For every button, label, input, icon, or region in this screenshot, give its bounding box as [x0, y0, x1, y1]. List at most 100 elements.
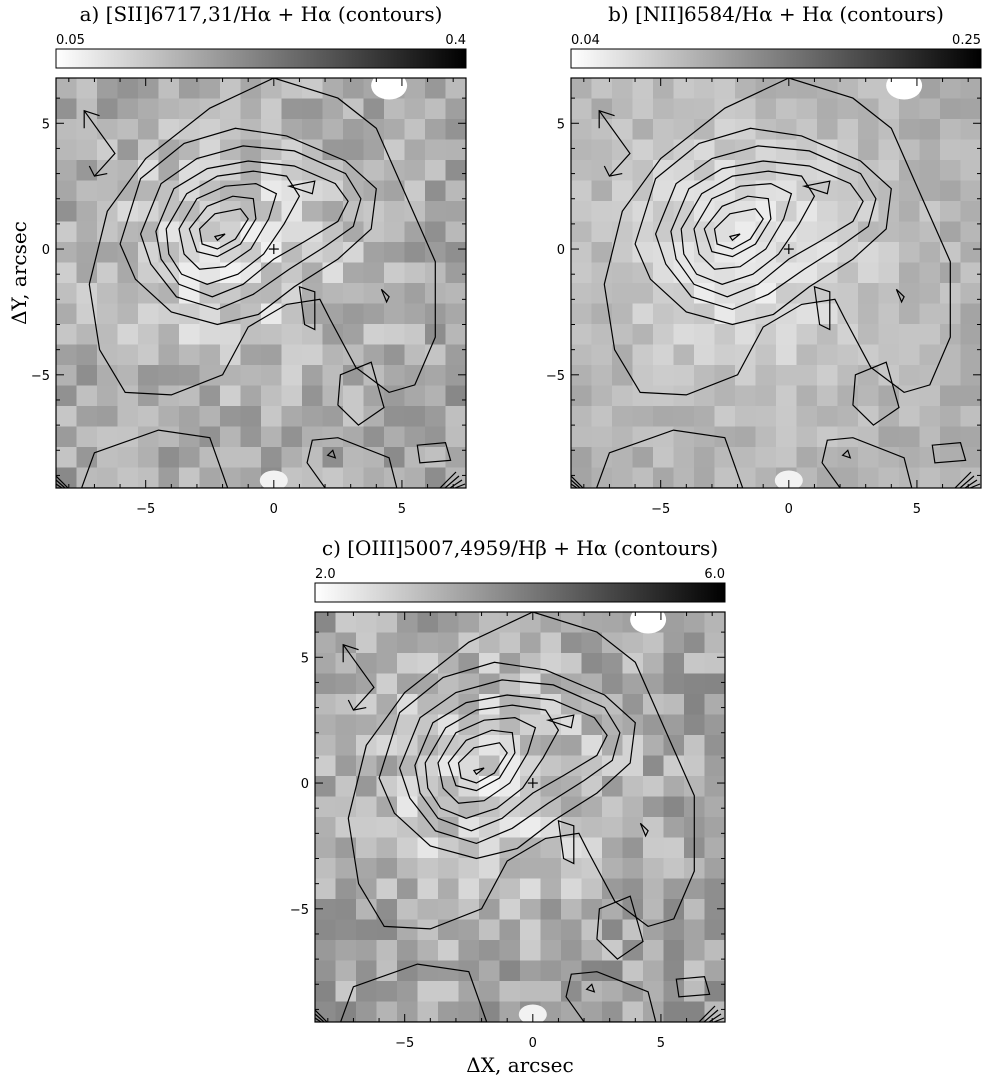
heatmap-cell	[438, 1001, 460, 1022]
heatmap-cell	[302, 324, 324, 346]
heatmap-cell	[755, 221, 777, 243]
heatmap-cell	[240, 139, 262, 161]
heatmap-cell	[591, 344, 613, 366]
heatmap-cell	[602, 837, 624, 859]
heatmap-cell	[571, 221, 593, 243]
contour-line	[139, 145, 362, 311]
heatmap-cell	[281, 221, 303, 243]
heatmap-cell	[376, 776, 398, 798]
heatmap-cell	[240, 201, 262, 223]
heatmap-cell	[179, 98, 201, 120]
heatmap-cell	[837, 139, 859, 161]
heatmap-cell	[704, 714, 725, 736]
heatmap-cell	[878, 467, 900, 488]
heatmap-cell	[694, 78, 716, 100]
heatmap-cell	[240, 180, 262, 202]
heatmap-cell	[581, 796, 603, 818]
heatmap-cell	[397, 673, 419, 695]
heatmap-cell	[602, 755, 624, 777]
heatmap-cell	[356, 612, 378, 634]
heatmap-cell	[776, 303, 798, 325]
heatmap-cell	[220, 283, 242, 305]
heatmap-cell	[363, 283, 385, 305]
heatmap-cell	[76, 242, 98, 264]
heatmap-cell	[240, 262, 262, 284]
contour-line	[585, 983, 596, 993]
heatmap-cell	[322, 98, 344, 120]
heatmap-cell	[561, 776, 583, 798]
panel-a: a) [SII]6717,31/Hα + Hα (contours) 0.05 0.…	[7, 2, 467, 517]
heatmap-cell	[315, 940, 337, 962]
heatmap-cell	[343, 447, 365, 469]
colorbar-min-label: 0.05	[56, 33, 85, 48]
heatmap-cell	[837, 262, 859, 284]
heatmap-cell	[56, 406, 78, 428]
heatmap-cell	[458, 632, 480, 654]
heatmap-cell	[899, 119, 921, 141]
heatmap-cell	[158, 283, 180, 305]
contour-line	[931, 442, 967, 464]
heatmap-cell	[240, 303, 262, 325]
heatmap-cell	[335, 817, 357, 839]
heatmap-cell	[356, 858, 378, 880]
heatmap-cell	[899, 447, 921, 469]
contour-line	[339, 963, 488, 1022]
heatmap-cell	[261, 447, 283, 469]
heatmap-cell	[404, 283, 426, 305]
heatmap-cell	[315, 735, 337, 757]
heatmap-cell	[335, 837, 357, 859]
heatmap-cell	[643, 960, 665, 982]
heatmap-cell	[960, 221, 981, 243]
heatmap-cell	[315, 673, 337, 695]
heatmap-cell	[878, 180, 900, 202]
heatmap-cell	[281, 201, 303, 223]
heatmap-cell	[302, 98, 324, 120]
heatmap-cell	[899, 242, 921, 264]
heatmap-cell	[540, 612, 562, 634]
heatmap-cell	[694, 119, 716, 141]
heatmap-cell	[714, 119, 736, 141]
contour-line	[306, 437, 398, 488]
heatmap-cell	[356, 960, 378, 982]
heatmap-cell	[458, 899, 480, 921]
heatmap-cell	[663, 981, 685, 1003]
heatmap-cell	[404, 303, 426, 325]
heatmap-cell	[714, 406, 736, 428]
heatmap-cell	[735, 385, 757, 407]
heatmap-cell	[417, 735, 439, 757]
heatmap-cell	[561, 837, 583, 859]
heatmap-cell	[755, 119, 777, 141]
heatmap-cell	[653, 467, 675, 488]
heatmap-cell	[602, 817, 624, 839]
heatmap-cell	[445, 406, 466, 428]
heatmap-cell	[376, 714, 398, 736]
heatmap-cell	[220, 242, 242, 264]
heatmap-cell	[499, 940, 521, 962]
heatmap-cell	[704, 673, 725, 695]
heatmap-cell	[384, 98, 406, 120]
heatmap-cell	[343, 324, 365, 346]
heatmap-cell	[755, 242, 777, 264]
heatmap-cell	[663, 612, 685, 634]
heatmap-cell	[837, 242, 859, 264]
x-tick-label: −5	[136, 502, 155, 517]
heatmap-cell	[445, 426, 466, 448]
heatmap-cell	[97, 324, 119, 346]
heatmap-cell	[602, 899, 624, 921]
heatmap-cell	[540, 940, 562, 962]
heatmap-cell	[117, 262, 139, 284]
panel-title: a) [SII]6717,31/Hα + Hα (contours)	[80, 2, 443, 26]
heatmap-cell	[343, 365, 365, 387]
heatmap-cell	[571, 119, 593, 141]
heatmap-cell	[684, 694, 706, 716]
heatmap-cell	[735, 283, 757, 305]
heatmap-cell	[376, 653, 398, 675]
heatmap-cell	[684, 755, 706, 777]
heatmap-bright-spot	[518, 1004, 547, 1022]
heatmap-cell	[376, 960, 398, 982]
heatmap-cell	[322, 160, 344, 182]
contour-line	[472, 767, 485, 776]
heatmap-cell	[684, 1001, 706, 1022]
heatmap-cell	[138, 344, 160, 366]
heatmap-cell	[302, 78, 324, 100]
